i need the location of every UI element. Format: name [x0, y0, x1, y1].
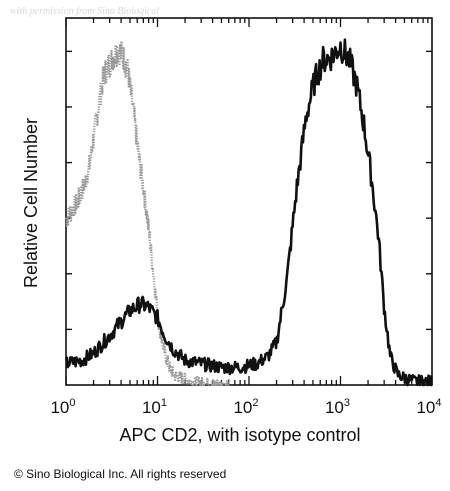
x-tick-label-base: 10 [50, 398, 69, 417]
x-tick-label-exponent: 1 [161, 397, 167, 409]
plot-frame [65, 17, 433, 386]
x-tick-label-exponent: 0 [69, 397, 75, 409]
x-axis-ticks [65, 18, 433, 385]
x-axis-label: APC CD2, with isotype control [119, 425, 360, 445]
x-tick-label: 103 [325, 397, 350, 417]
y-axis-label: Relative Cell Number [21, 118, 41, 288]
x-tick-label-exponent: 2 [252, 397, 258, 409]
apc-cd2-curve [64, 38, 433, 387]
x-tick-label: 104 [416, 397, 441, 417]
x-tick-label-base: 10 [416, 398, 435, 417]
watermark-text: with permission from Sino Biological [10, 6, 160, 17]
isotype-control-curve [64, 40, 230, 387]
x-tick-label: 101 [142, 397, 167, 417]
x-tick-label: 100 [50, 397, 75, 417]
x-tick-label-base: 10 [325, 398, 344, 417]
copyright-text: © Sino Biological Inc. All rights reserv… [14, 467, 227, 481]
x-tick-label: 102 [233, 397, 258, 417]
x-tick-label-base: 10 [142, 398, 161, 417]
plot-border [65, 17, 433, 386]
x-tick-label-exponent: 3 [344, 397, 350, 409]
y-axis-ticks [66, 50, 432, 331]
x-tick-label-base: 10 [233, 398, 252, 417]
series-layer [64, 38, 433, 387]
x-tick-label-exponent: 4 [435, 397, 441, 409]
x-axis-tick-labels: 100 101 102 103 104 [50, 397, 441, 417]
